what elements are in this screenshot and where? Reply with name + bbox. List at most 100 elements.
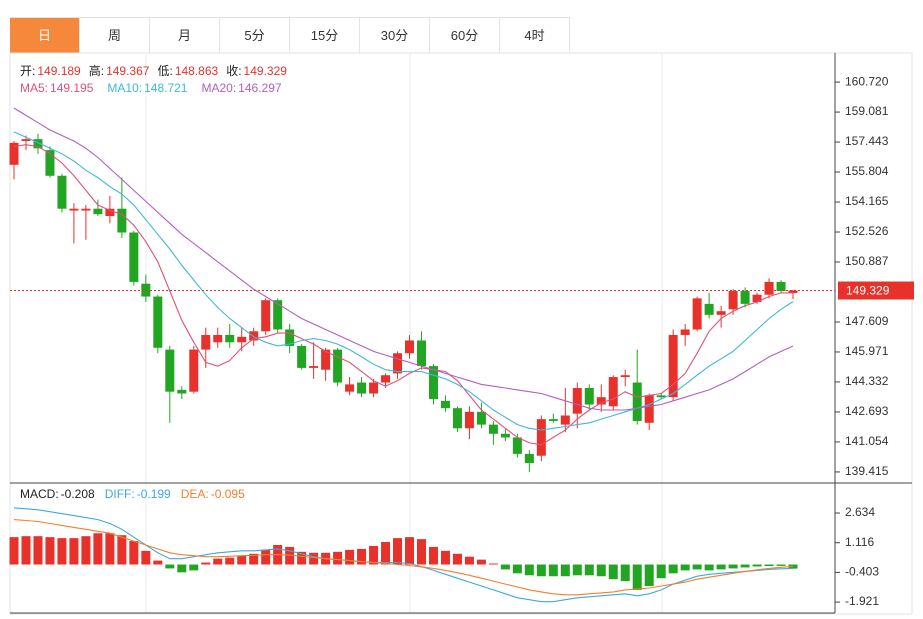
macd-bar [716, 564, 726, 570]
candle-body [165, 349, 175, 392]
macd-bar [201, 562, 211, 565]
candle-body [405, 340, 415, 354]
line-ma10 [13, 131, 794, 431]
period-tab[interactable]: 60分 [430, 18, 500, 53]
candle-body [524, 453, 534, 464]
candle-body [536, 419, 546, 456]
candle-body [141, 283, 151, 297]
y-tick-label: 152.526 [845, 224, 889, 238]
candle-body [105, 208, 115, 217]
period-tab[interactable]: 4时 [500, 18, 570, 53]
line-dea [13, 519, 794, 596]
macd-bar [740, 564, 750, 568]
macd-bar [105, 533, 115, 565]
macd-bar [117, 535, 127, 565]
price-tag [838, 281, 914, 300]
ma-value: 149.195 [50, 81, 94, 95]
macd-bar [249, 553, 259, 565]
macd-bar [572, 564, 582, 576]
y-tick-label: 147.609 [845, 314, 889, 328]
candle-body [668, 334, 678, 398]
macd-bar [752, 564, 762, 567]
candle-body [237, 336, 247, 343]
macd-bar [33, 536, 43, 565]
macd-bar [405, 537, 415, 565]
candle-body [500, 433, 510, 438]
candle-body [632, 382, 642, 421]
macd-bar [45, 537, 55, 565]
candle-body [57, 175, 67, 209]
macd-value: -0.208 [60, 487, 95, 501]
macd-bar [416, 539, 426, 565]
y-tick-label: 2.634 [845, 505, 875, 519]
candle-body [249, 331, 259, 341]
candle-body [608, 377, 618, 407]
candle-body [620, 375, 630, 378]
macd-bar [261, 549, 271, 565]
ohlc-legend: 开: 149.189 高: 149.367 低: 148.863 收: 149.329 [20, 62, 295, 79]
line-ma5 [13, 144, 794, 446]
macd-label: DIFF: [104, 487, 135, 501]
macd-bar [165, 564, 175, 569]
period-tab[interactable]: 周 [80, 18, 150, 53]
macd-bar [237, 555, 247, 565]
macd-bar [153, 560, 163, 565]
period-tab[interactable]: 15分 [290, 18, 360, 53]
macd-bar [668, 564, 678, 574]
candle-body [297, 345, 307, 368]
candle-body [740, 291, 750, 304]
period-tab[interactable]: 30分 [360, 18, 430, 53]
candle-body [285, 329, 295, 346]
ohlc-value: 148.863 [174, 64, 219, 78]
macd-bar [632, 564, 642, 590]
candle-body [776, 281, 786, 292]
y-tick-label: -0.403 [845, 565, 879, 579]
y-tick-label: 154.165 [845, 194, 889, 208]
candle-body [596, 397, 606, 405]
candle-body [644, 395, 654, 423]
macd-bar [177, 564, 187, 573]
y-tick-label: 150.887 [845, 254, 889, 268]
macd-bar [69, 538, 79, 565]
ma-label: MA20: [201, 81, 237, 95]
macd-bar [680, 564, 690, 571]
period-tab[interactable]: 5分 [220, 18, 290, 53]
candle-body [716, 311, 726, 315]
macd-bar [644, 564, 654, 587]
y-tick-label: 159.081 [845, 104, 889, 118]
y-tick-label: -1.921 [845, 594, 879, 608]
candle-body [464, 411, 474, 429]
candle-body [381, 375, 391, 383]
candle-body [488, 424, 498, 434]
candle-body [656, 395, 666, 398]
ohlc-value: 149.367 [106, 64, 150, 78]
macd-bar [548, 564, 558, 577]
candle-body [21, 139, 31, 142]
macd-bar [345, 549, 355, 565]
macd-bar [560, 564, 570, 577]
candle-body [548, 419, 558, 421]
candle-body [357, 382, 367, 394]
macd-bar [189, 564, 199, 571]
macd-bar [488, 563, 498, 565]
macd-bar [81, 536, 91, 565]
macd-bar [764, 564, 774, 567]
y-tick-label: 142.693 [845, 404, 889, 418]
macd-legend: MACD: -0.208 DIFF: -0.199 DEA: -0.095 [20, 487, 255, 501]
period-tab[interactable]: 月 [150, 18, 220, 53]
macd-bar [213, 558, 223, 565]
period-tab[interactable]: 日 [10, 18, 80, 53]
macd-value: -0.199 [136, 487, 171, 501]
candle-body [9, 142, 19, 165]
ohlc-label: 高: [88, 64, 105, 78]
candle-body [321, 349, 331, 370]
candle-body [129, 232, 139, 282]
macd-value: -0.095 [210, 487, 245, 501]
ma-label: MA5: [20, 81, 49, 95]
candle-body [452, 408, 462, 429]
macd-bar [656, 564, 666, 579]
price-tag-label: 149.329 [846, 284, 890, 298]
macd-bar [93, 533, 103, 565]
ma-legend: MA5: 149.195 MA10: 148.721 MA20: 146.297 [20, 81, 296, 95]
